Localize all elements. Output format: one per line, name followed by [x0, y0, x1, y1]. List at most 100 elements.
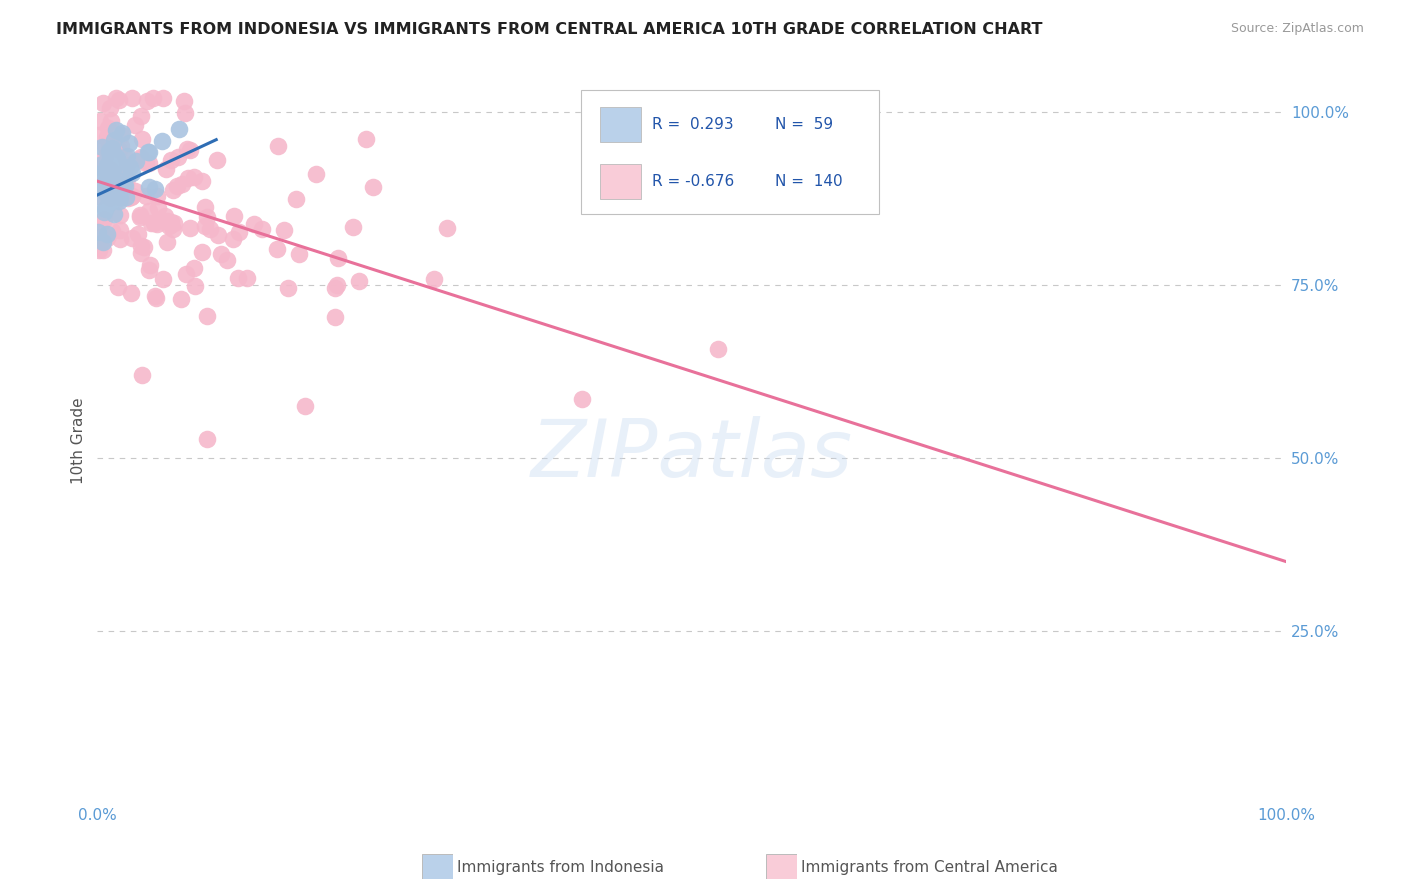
Point	[160, 153, 183, 168]
Point	[118, 160, 141, 174]
Point	[167, 122, 190, 136]
Point	[101, 141, 124, 155]
Point	[96, 188, 118, 202]
Point	[143, 181, 166, 195]
Point	[179, 144, 201, 158]
Point	[96, 184, 118, 198]
Point	[110, 139, 132, 153]
Point	[294, 400, 316, 414]
Text: Immigrants from Central America: Immigrants from Central America	[801, 860, 1059, 874]
Point	[98, 101, 121, 115]
Point	[129, 208, 152, 222]
Point	[100, 185, 122, 199]
Point	[342, 219, 364, 234]
Point	[104, 167, 127, 181]
Point	[143, 289, 166, 303]
Point	[87, 177, 110, 191]
Point	[129, 239, 152, 253]
Point	[101, 224, 124, 238]
Point	[98, 178, 121, 193]
FancyBboxPatch shape	[600, 164, 641, 199]
Point	[138, 204, 160, 219]
Point	[138, 180, 160, 194]
Point	[114, 161, 136, 175]
Point	[129, 210, 152, 224]
Point	[105, 152, 128, 166]
Point	[277, 281, 299, 295]
Point	[120, 286, 142, 301]
Point	[96, 130, 118, 145]
Point	[571, 392, 593, 407]
Point	[139, 258, 162, 272]
Point	[111, 167, 134, 181]
Point	[87, 176, 110, 190]
Point	[100, 155, 122, 169]
Point	[195, 432, 218, 446]
Point	[224, 210, 246, 224]
Text: ZIPatlas: ZIPatlas	[530, 416, 852, 494]
Point	[93, 202, 115, 217]
Y-axis label: 10th Grade: 10th Grade	[72, 397, 86, 483]
Point	[173, 95, 195, 109]
Point	[153, 209, 176, 223]
Point	[100, 176, 122, 190]
Point	[190, 244, 212, 259]
Point	[183, 260, 205, 275]
Point	[121, 231, 143, 245]
Point	[423, 272, 446, 286]
Point	[86, 167, 108, 181]
Point	[115, 158, 138, 172]
Point	[172, 177, 194, 191]
Point	[96, 227, 118, 241]
Point	[288, 247, 311, 261]
Point	[141, 216, 163, 230]
Point	[100, 114, 122, 128]
Point	[94, 184, 117, 198]
Point	[129, 108, 152, 122]
Point	[107, 280, 129, 294]
Point	[114, 179, 136, 194]
Point	[97, 139, 120, 153]
Point	[167, 149, 190, 163]
Point	[361, 180, 384, 194]
Point	[707, 343, 730, 357]
Point	[222, 231, 245, 245]
Point	[101, 186, 124, 201]
Point	[104, 123, 127, 137]
Point	[115, 171, 138, 186]
Point	[267, 139, 290, 153]
Point	[103, 207, 125, 221]
Point	[155, 161, 177, 176]
Point	[97, 159, 120, 173]
Point	[305, 168, 328, 182]
Point	[326, 277, 349, 292]
Point	[436, 221, 458, 235]
Text: R = -0.676: R = -0.676	[652, 174, 735, 189]
Point	[176, 267, 198, 281]
Point	[108, 208, 131, 222]
Point	[156, 214, 179, 228]
Point	[207, 228, 229, 243]
Point	[98, 152, 121, 166]
Point	[110, 191, 132, 205]
Point	[252, 222, 274, 236]
Point	[117, 191, 139, 205]
Point	[100, 159, 122, 173]
Point	[138, 145, 160, 160]
Point	[98, 178, 121, 193]
Point	[184, 279, 207, 293]
Point	[93, 182, 115, 196]
Point	[97, 121, 120, 136]
Point	[266, 243, 288, 257]
Point	[90, 178, 112, 192]
Point	[121, 189, 143, 203]
Point	[108, 194, 131, 209]
Point	[148, 202, 170, 216]
Point	[195, 309, 218, 323]
Point	[129, 153, 152, 167]
Point	[103, 145, 125, 159]
Point	[328, 251, 350, 265]
Point	[157, 219, 180, 233]
Point	[177, 170, 200, 185]
Point	[159, 214, 181, 228]
